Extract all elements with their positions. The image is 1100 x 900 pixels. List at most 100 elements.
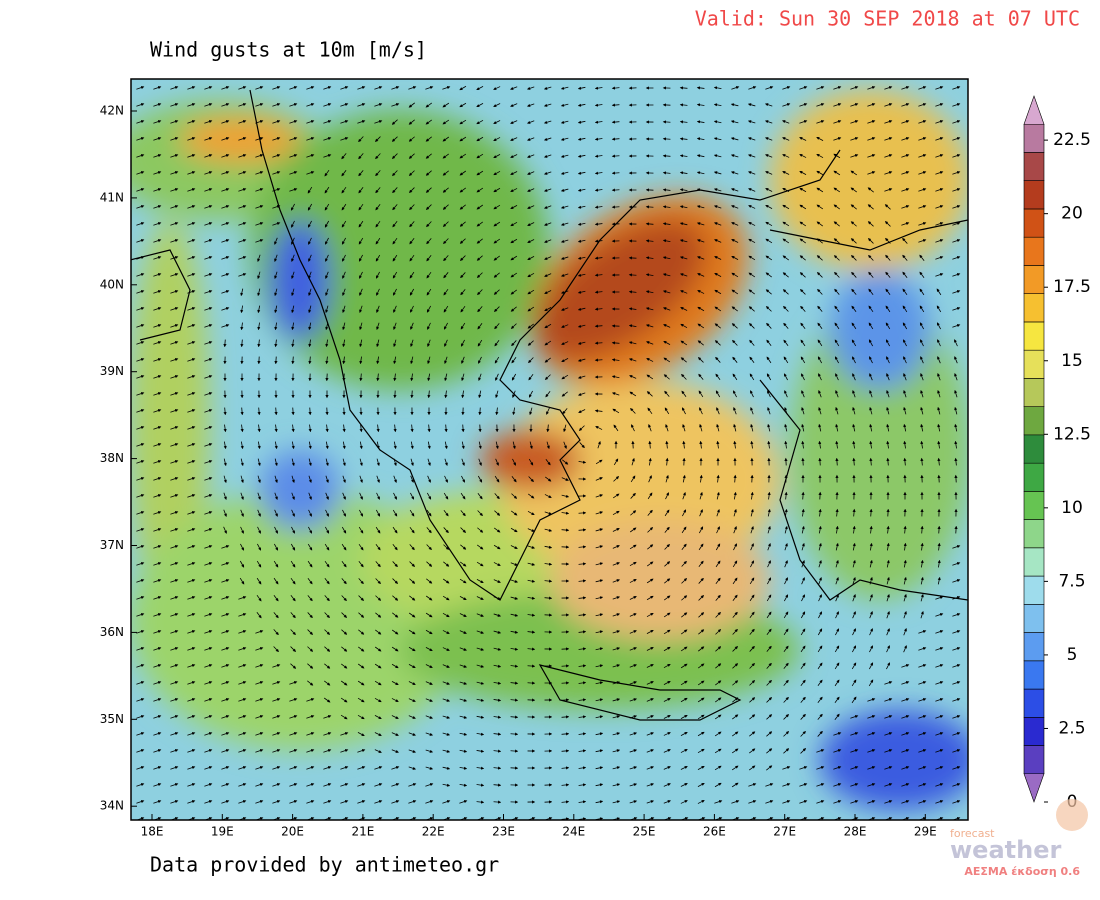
wind-arrow <box>359 339 363 348</box>
wind-arrow <box>375 220 381 228</box>
wind-arrow <box>358 543 364 551</box>
wind-arrow <box>170 664 179 668</box>
wind-arrow <box>307 595 313 602</box>
wind-arrow <box>187 358 196 362</box>
wind-arrow <box>170 324 179 328</box>
wind-arrow <box>136 324 145 328</box>
wind-arrow <box>359 458 363 467</box>
wind-arrow <box>273 594 279 602</box>
wind-arrow <box>153 511 162 515</box>
wind-arrow <box>308 492 312 500</box>
wind-arrow <box>272 800 281 804</box>
wind-arrow <box>238 120 247 124</box>
logo-big: weather <box>950 836 1061 864</box>
wind-arrow <box>324 169 330 177</box>
wind-arrow <box>341 595 347 602</box>
wind-arrow <box>170 732 179 736</box>
wind-arrow <box>238 732 247 736</box>
colorbar-swatch <box>1023 378 1045 407</box>
wind-arrow <box>221 783 230 787</box>
wind-arrow <box>223 526 227 534</box>
wind-arrow <box>204 256 213 260</box>
wind-arrow <box>342 288 346 296</box>
wind-arrow <box>153 596 162 600</box>
wind-arrow <box>153 698 162 702</box>
wind-arrow <box>204 596 213 600</box>
wind-arrow <box>255 630 264 634</box>
wind-arrow <box>136 511 145 515</box>
wind-arrow <box>221 715 230 719</box>
wind-arrow <box>274 492 278 500</box>
wind-arrow <box>272 664 281 668</box>
wind-arrow <box>238 239 247 243</box>
wind-arrow <box>273 577 279 585</box>
wind-arrow <box>238 800 247 804</box>
wind-arrow <box>170 375 179 379</box>
wind-arrow <box>238 766 247 770</box>
wind-arrow <box>255 800 264 804</box>
wind-arrow <box>187 545 196 549</box>
wind-arrow <box>136 239 145 243</box>
wind-arrow <box>291 322 295 331</box>
wind-arrow <box>136 715 145 719</box>
wind-arrow <box>136 137 145 141</box>
colorbar-swatch <box>1023 321 1045 351</box>
wind-arrow <box>136 477 145 481</box>
wind-arrow <box>291 254 295 262</box>
wind-arrow <box>255 205 264 209</box>
wind-arrow <box>153 528 162 532</box>
wind-arrow <box>170 273 179 277</box>
wind-arrow <box>221 307 230 311</box>
wind-arrow <box>306 154 315 158</box>
wind-arrow <box>289 732 298 736</box>
wind-arrow <box>375 612 382 618</box>
wind-arrow <box>291 220 295 228</box>
wind-arrow <box>136 783 145 787</box>
lon-label: 28E <box>844 825 867 839</box>
colorbar-swatch <box>1023 406 1045 436</box>
wind-arrow <box>136 290 145 294</box>
wind-arrow <box>357 680 365 686</box>
wind-arrow <box>187 256 196 260</box>
wind-arrow <box>662 137 671 141</box>
wind-arrow <box>187 579 196 583</box>
wind-arrow <box>221 273 230 277</box>
wind-arrow <box>376 424 380 433</box>
wind-arrow <box>375 136 381 143</box>
wind-arrow <box>153 256 162 260</box>
wind-arrow <box>308 424 312 433</box>
wind-arrow <box>341 560 347 568</box>
wind-arrow <box>187 392 196 396</box>
wind-arrow <box>376 271 380 279</box>
wind-arrow <box>357 714 365 720</box>
wind-arrow <box>358 254 363 262</box>
wind-arrow <box>187 324 196 328</box>
wind-arrow <box>187 494 196 498</box>
wind-arrow <box>358 187 364 194</box>
wind-arrow <box>341 237 347 245</box>
colorbar-swatch <box>1023 434 1045 464</box>
wind-arrow <box>238 256 247 260</box>
wind-arrow <box>221 120 230 124</box>
wind-arrow <box>187 375 196 379</box>
wind-arrow <box>255 647 264 651</box>
wind-arrow <box>187 460 196 464</box>
wind-arrow <box>204 86 213 90</box>
wind-arrow <box>308 356 312 365</box>
wind-arrow <box>187 86 196 90</box>
wind-arrow <box>136 766 145 770</box>
wind-arrow <box>307 577 313 585</box>
wind-arrow <box>308 237 312 245</box>
wind-arrow <box>274 407 278 416</box>
wind-arrow <box>290 543 296 551</box>
colorbar-swatch <box>1023 152 1045 182</box>
wind-arrow <box>272 86 281 90</box>
wind-arrow <box>359 356 363 365</box>
wind-arrow <box>323 86 332 90</box>
wind-arrow <box>187 307 196 311</box>
wind-arrow <box>170 443 179 447</box>
wind-arrow <box>306 715 315 719</box>
wind-arrow <box>187 664 196 668</box>
wind-arrow <box>376 458 380 467</box>
wind-arrow <box>170 613 179 617</box>
